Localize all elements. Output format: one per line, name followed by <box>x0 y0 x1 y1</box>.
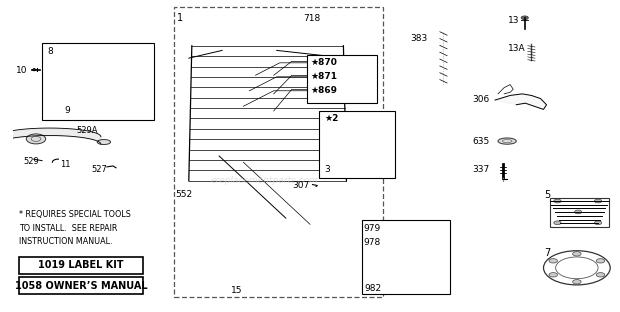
Text: 383: 383 <box>410 34 427 43</box>
Text: 979: 979 <box>363 224 381 233</box>
Circle shape <box>26 134 46 144</box>
Text: 11: 11 <box>60 160 71 169</box>
Text: 13: 13 <box>508 17 520 25</box>
Bar <box>69 50 94 61</box>
Text: 10: 10 <box>16 66 27 75</box>
Bar <box>389 245 440 254</box>
Text: ereplacementparts.com: ereplacementparts.com <box>211 176 319 185</box>
Ellipse shape <box>97 139 110 144</box>
Bar <box>361 220 450 294</box>
Circle shape <box>386 284 396 289</box>
Circle shape <box>573 252 581 256</box>
Bar <box>319 111 395 178</box>
Circle shape <box>596 259 604 263</box>
Text: 635: 635 <box>472 137 490 146</box>
Text: 7: 7 <box>544 248 551 258</box>
Text: 529A: 529A <box>77 126 98 135</box>
Text: * REQUIRES SPECIAL TOOLS
TO INSTALL.  SEE REPAIR
INSTRUCTION MANUAL.: * REQUIRES SPECIAL TOOLS TO INSTALL. SEE… <box>19 210 131 246</box>
Bar <box>19 257 143 274</box>
Circle shape <box>312 184 318 187</box>
Bar <box>64 101 143 116</box>
Circle shape <box>596 273 604 277</box>
Circle shape <box>549 259 557 263</box>
Bar <box>174 7 383 297</box>
Text: 1: 1 <box>177 13 183 23</box>
Text: 307: 307 <box>292 181 309 190</box>
Circle shape <box>244 288 251 291</box>
Bar <box>97 48 115 63</box>
Text: 306: 306 <box>472 95 490 104</box>
Polygon shape <box>495 94 547 110</box>
Circle shape <box>595 199 602 203</box>
Bar <box>307 55 377 103</box>
Text: 718: 718 <box>303 14 320 23</box>
Bar <box>394 229 436 235</box>
Circle shape <box>573 280 581 284</box>
Text: 337: 337 <box>472 164 490 173</box>
Ellipse shape <box>498 138 516 144</box>
Circle shape <box>595 221 602 225</box>
Text: 8: 8 <box>47 47 53 56</box>
Text: 3: 3 <box>324 165 330 174</box>
Text: 13A: 13A <box>508 44 526 53</box>
Circle shape <box>554 199 561 203</box>
FancyBboxPatch shape <box>63 47 121 64</box>
Circle shape <box>521 16 528 20</box>
Text: 1058 OWNER’S MANUAL: 1058 OWNER’S MANUAL <box>15 281 148 291</box>
Text: ★871: ★871 <box>310 72 337 81</box>
Text: 552: 552 <box>175 190 193 199</box>
Text: 15: 15 <box>231 286 243 295</box>
Circle shape <box>575 210 582 214</box>
Circle shape <box>554 221 561 225</box>
Text: 9: 9 <box>64 106 69 115</box>
Bar <box>549 198 609 227</box>
Bar <box>69 103 138 113</box>
Text: 5: 5 <box>544 190 551 200</box>
Bar <box>394 246 436 252</box>
Text: 978: 978 <box>363 238 381 247</box>
Text: ★869: ★869 <box>310 86 337 95</box>
Text: 529: 529 <box>24 157 40 166</box>
Bar <box>19 277 143 294</box>
Text: 982: 982 <box>365 284 382 293</box>
Text: ★2: ★2 <box>324 114 339 123</box>
Text: 527: 527 <box>92 164 108 173</box>
Text: 1019 LABEL KIT: 1019 LABEL KIT <box>38 261 124 271</box>
Circle shape <box>549 273 557 277</box>
Bar <box>42 43 154 120</box>
Text: ★870: ★870 <box>310 58 337 67</box>
Bar <box>389 227 440 237</box>
